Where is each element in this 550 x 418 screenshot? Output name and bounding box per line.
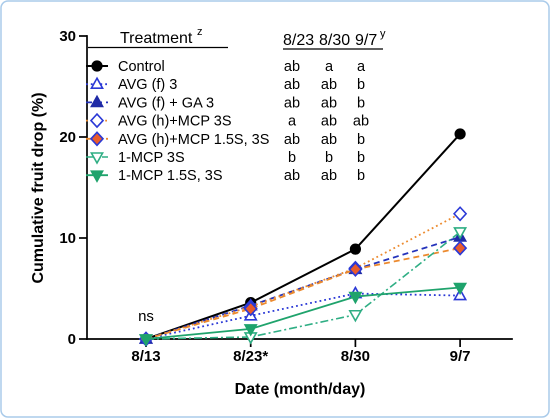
legend-marker (89, 131, 105, 147)
significance-letter: ab (284, 132, 300, 148)
significance-letter: ab (321, 95, 337, 111)
significance-letter: b (357, 168, 365, 184)
legend-marker (90, 170, 104, 183)
legend-title-superscript: z (197, 26, 203, 38)
legend-entry-avg-h-mcp-3s: AVG (h)+MCP 3S a ab ab (86, 112, 369, 130)
legend-label: 1-MCP 3S (118, 150, 185, 166)
significance-letter: a (357, 59, 366, 75)
legend-entry-1-mcp-3s: 1-MCP 3S b b b (86, 150, 365, 166)
axes: 0 10 20 30 8/13 8/23* 8/30 9/7 (59, 28, 513, 365)
series-line (145, 236, 461, 340)
significance-letter: ab (353, 114, 369, 130)
legend-label: Control (118, 59, 165, 75)
data-point (243, 324, 258, 337)
series-line (145, 247, 461, 340)
legend-label: AVG (h)+MCP 1.5S, 3S (118, 132, 269, 148)
significance-letter: ab (321, 168, 337, 184)
data-point (453, 206, 468, 222)
legend-entry-control: Control ab a a (86, 59, 366, 75)
significance-letter: ab (321, 77, 337, 93)
series-layer (138, 128, 468, 347)
legend-marker (90, 94, 104, 108)
legend-label: AVG (h)+MCP 3S (118, 114, 232, 130)
legend-marker (91, 60, 103, 72)
legend-entry-avg-f-ga-3: AVG (f) + GA 3 ab ab b (86, 94, 365, 111)
series-avg-h-mcp-1-5s-3s (138, 240, 468, 347)
significance-letter: b (325, 150, 333, 166)
significance-letter: ab (284, 168, 300, 184)
data-point (454, 128, 466, 140)
series-line (145, 212, 461, 340)
series-line (145, 292, 461, 340)
data-point (349, 243, 362, 255)
legend-marker (90, 152, 104, 165)
series-1-mcp-1-5s-3s (139, 282, 468, 347)
annotation-label: ns (138, 308, 154, 325)
legend-entry-avg-h-mcp-1-5s-3s: AVG (h)+MCP 1.5S, 3S ab ab b (86, 131, 365, 148)
legend-entry-avg-f-3: AVG (f) 3 ab ab b (86, 76, 365, 93)
significance-letter: b (288, 150, 296, 166)
legend-marker (89, 112, 105, 129)
letters-header-col-1: 8/23 (283, 32, 314, 49)
y-tick-label: 0 (68, 331, 76, 348)
series-line (145, 231, 461, 340)
significance-letter: b (357, 150, 365, 166)
series-line (145, 133, 461, 340)
data-point (348, 261, 363, 277)
y-tick-label: 20 (59, 129, 76, 146)
significance-letter: a (288, 114, 297, 130)
significance-letter: ab (321, 132, 337, 148)
legend-marker (90, 76, 104, 89)
x-tick-label: 9/7 (450, 348, 471, 365)
legend-title: Treatment (120, 30, 193, 47)
annotations: ns (138, 308, 154, 325)
x-tick-label: 8/23* (233, 348, 268, 365)
legend-entry-1-mcp-1-5s-3s: 1-MCP 1.5S, 3S ab ab b (86, 168, 365, 184)
significance-letter: a (325, 59, 334, 75)
x-tick-label: 8/13 (131, 348, 160, 365)
significance-letter: ab (284, 77, 300, 93)
legend: Treatment z 8/23 8/30 9/7 y Control ab a aA… (86, 26, 386, 184)
significance-letter: b (357, 95, 365, 111)
significance-letter: ab (284, 95, 300, 111)
data-point (139, 334, 153, 347)
x-axis-title: Date (month/day) (235, 381, 366, 398)
legend-label: AVG (f) + GA 3 (118, 95, 214, 111)
legend-label: AVG (f) 3 (118, 77, 177, 93)
y-tick-label: 30 (59, 28, 76, 45)
data-point (453, 240, 468, 256)
y-axis-title: Cumulative fruit drop (%) (30, 92, 47, 283)
data-point (453, 282, 468, 296)
letters-header-col-2: 8/30 (319, 32, 350, 49)
series-line (145, 286, 461, 340)
data-point (348, 309, 363, 323)
legend-label: 1-MCP 1.5S, 3S (118, 168, 223, 184)
y-tick-label: 10 (59, 230, 76, 247)
letters-header-superscript: y (380, 28, 386, 40)
significance-letter: ab (284, 59, 300, 75)
significance-letter: b (357, 77, 365, 93)
data-point (348, 291, 363, 305)
data-point (243, 301, 258, 317)
significance-letter: ab (321, 114, 337, 130)
x-tick-label: 8/30 (341, 348, 370, 365)
significance-letter: b (357, 132, 365, 148)
data-point (453, 227, 468, 240)
letters-header-col-3: 9/7 (355, 32, 377, 49)
